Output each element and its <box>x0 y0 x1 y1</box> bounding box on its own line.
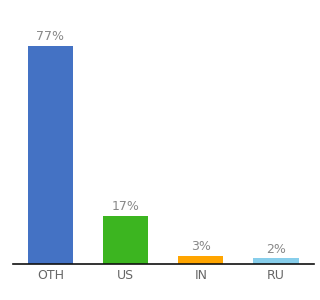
Text: 3%: 3% <box>191 240 211 253</box>
Bar <box>253 258 299 264</box>
Text: 17%: 17% <box>112 200 140 213</box>
Bar <box>28 46 73 264</box>
Text: 77%: 77% <box>36 30 64 43</box>
Bar <box>178 256 223 264</box>
Text: 2%: 2% <box>266 242 286 256</box>
Bar <box>103 216 148 264</box>
